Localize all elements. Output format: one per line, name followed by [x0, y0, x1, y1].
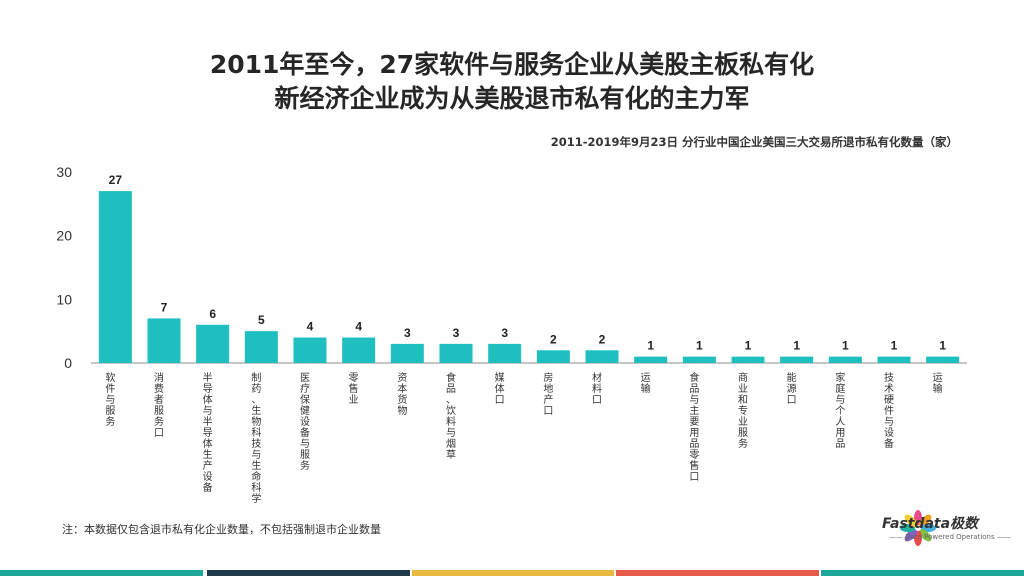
fastdata-logo-icon	[900, 510, 936, 546]
x-tick-label: 技术硬件与设备	[884, 371, 894, 450]
footnote: 注：本数据仅包含退市私有化企业数量，不包括强制退市企业数量	[62, 523, 381, 536]
bar-data-label: 2	[599, 332, 606, 346]
x-tick-label: 房地产口	[543, 371, 553, 417]
color-stripe	[206, 570, 410, 576]
bar-data-label: 4	[355, 320, 362, 334]
bar-data-label: 3	[404, 326, 411, 340]
bar	[877, 356, 911, 363]
bar-data-label: 27	[109, 173, 123, 187]
x-tick-label: 零售业	[349, 372, 359, 406]
bar	[147, 318, 181, 363]
bar	[439, 343, 473, 363]
bar-data-label: 3	[453, 326, 460, 340]
bar	[244, 331, 278, 363]
bar-data-label: 1	[842, 339, 849, 353]
bar	[488, 343, 522, 363]
x-tick-label: 材料口	[592, 371, 602, 406]
y-tick-label: 20	[56, 228, 72, 244]
x-tick-label: 消费者服务口	[154, 371, 164, 439]
x-tick-label: 运输	[641, 372, 651, 395]
bar	[780, 356, 814, 363]
bar	[390, 343, 424, 363]
x-tick-label: 医疗保健设备与服务	[300, 372, 310, 472]
bar	[926, 356, 960, 363]
bar-data-label: 1	[939, 339, 946, 353]
title-line-2: 新经济企业成为从美股退市私有化的主力军	[274, 84, 750, 113]
bar-data-label: 1	[745, 339, 752, 353]
bar	[731, 356, 765, 363]
x-tick-label: 商业和专业服务	[738, 371, 748, 450]
logo-tagline: —— Data Powered Operations ——	[889, 533, 1011, 541]
chart-subtitle: 2011-2019年9月23日 分行业中国企业美国三大交易所退市私有化数量（家）	[550, 135, 958, 149]
y-tick-label: 30	[56, 164, 72, 180]
bar-chart: 0 10 20 30 27 软件与服务 7 消费者服务口 6 半导体与半导体生产设备 5 制药、生物科…	[56, 164, 967, 505]
bar	[293, 337, 327, 363]
x-tick-label: 能源口	[787, 371, 797, 406]
bar-data-label: 6	[209, 307, 216, 321]
y-tick-label: 0	[64, 355, 72, 371]
title-line-1: 2011年至今，27家软件与服务企业从美股主板私有化	[209, 50, 815, 79]
bar	[342, 337, 376, 363]
x-tick-label: 制药、生物科技与生命科学	[251, 371, 261, 505]
bar	[682, 356, 716, 363]
y-tick-label: 10	[56, 291, 72, 307]
logo-name: Fastdata极数	[882, 516, 979, 532]
color-stripe	[616, 570, 820, 576]
x-tick-label: 媒体口	[495, 372, 505, 406]
bar-data-label: 1	[793, 339, 800, 353]
bar	[196, 324, 230, 363]
x-tick-label: 食品与主要用品零售口	[689, 371, 699, 483]
x-tick-label: 资本货物	[397, 372, 407, 417]
x-tick-label: 运输	[933, 372, 943, 395]
bar-data-label: 1	[696, 339, 703, 353]
color-stripe	[821, 570, 1024, 576]
x-tick-label: 半导体与半导体生产设备	[203, 371, 213, 494]
x-tick-label: 家庭与个人用品	[835, 371, 845, 450]
bar	[585, 350, 619, 363]
x-tick-label: 食品、饮料与烟草	[446, 371, 456, 461]
bar	[634, 356, 668, 363]
bar	[98, 191, 132, 363]
bar-data-label: 3	[501, 326, 508, 340]
bar-data-label: 1	[647, 339, 654, 353]
bar-data-label: 1	[891, 339, 898, 353]
color-stripe	[0, 570, 203, 576]
bar	[536, 350, 570, 363]
x-tick-label: 软件与服务	[105, 371, 115, 428]
bar-data-label: 2	[550, 332, 557, 346]
bar-data-label: 4	[307, 320, 314, 334]
color-stripe	[411, 570, 615, 576]
bar	[828, 356, 862, 363]
bar-data-label: 5	[258, 313, 265, 327]
bar-data-label: 7	[161, 300, 168, 314]
